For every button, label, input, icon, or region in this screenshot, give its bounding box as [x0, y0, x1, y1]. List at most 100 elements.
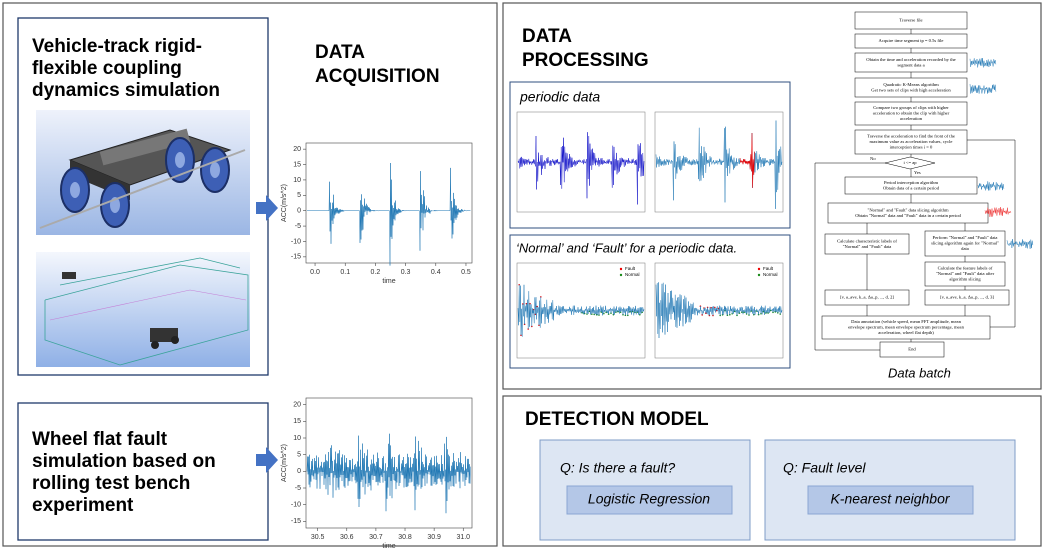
flow-node-text: Calculate the feature labels of	[938, 266, 993, 271]
flow-node-text: Calculate characteristic labels of	[837, 238, 897, 243]
y-tick-label: -10	[291, 238, 301, 245]
y-axis-label: ACC(m/s^2)	[281, 444, 288, 482]
y-tick-label: 15	[293, 418, 301, 425]
flow-node-text: Quadratic K-Means algorithm	[883, 82, 939, 87]
y-tick-label: -15	[291, 254, 301, 261]
processing-title: DATA	[522, 26, 572, 47]
hub	[210, 162, 220, 178]
x-tick-label: 0.5	[461, 269, 471, 276]
experiment-text: Wheel flat fault	[32, 429, 168, 450]
legend-marker	[620, 274, 622, 276]
x-tick-label: 0.1	[340, 269, 350, 276]
x-tick-label: 30.5	[311, 534, 325, 541]
y-tick-label: 10	[293, 177, 301, 184]
experiment-text: experiment	[32, 495, 134, 516]
detection-title: DETECTION MODEL	[525, 409, 709, 430]
figure: Vehicle-track rigid- flexible coupling d…	[0, 0, 1045, 549]
plot-area	[306, 143, 472, 263]
hub	[175, 152, 185, 168]
y-tick-label: 10	[293, 435, 301, 442]
icon-signal	[970, 58, 996, 67]
experiment-text: rolling test bench	[32, 473, 190, 494]
model-method: K-nearest neighbor	[830, 491, 950, 507]
legend-marker	[758, 268, 760, 270]
flow-node-text: interception times i = 0	[890, 145, 933, 150]
legend-marker	[620, 268, 622, 270]
flow-node-text: Obtain data of a certain period	[883, 185, 940, 190]
model-method: Logistic Regression	[588, 491, 710, 507]
y-tick-label: -5	[295, 485, 301, 492]
x-tick-label: 30.9	[427, 534, 441, 541]
x-tick-label: 30.7	[369, 534, 383, 541]
flow-node-text: Traverse file	[899, 18, 922, 23]
y-tick-label: 5	[297, 192, 301, 199]
periodic-label: periodic data	[519, 89, 600, 105]
flow-node-text: algorithm slicing	[949, 277, 981, 282]
flow-node-text: Acquire time segment tp = 0.5s file	[879, 38, 944, 43]
acquisition-title: ACQUISITION	[315, 66, 440, 87]
x-axis-label: time	[382, 543, 395, 549]
y-tick-label: 0	[297, 208, 301, 215]
y-tick-label: -10	[291, 502, 301, 509]
normal-fault-label: ‘Normal’ and ‘Fault’ for a periodic data…	[516, 240, 737, 255]
y-tick-label: -5	[295, 223, 301, 230]
acquisition-title: DATA	[315, 42, 365, 63]
x-tick-label: 0.3	[401, 269, 411, 276]
y-tick-label: 5	[297, 452, 301, 459]
hub	[70, 182, 80, 198]
legend-label: Fault	[625, 266, 636, 271]
flow-node-text: acceleration	[900, 116, 923, 121]
icon-signal	[985, 207, 1011, 217]
flow-node-text: "Normal" and "Fault" data	[843, 244, 892, 249]
icon-signal	[970, 84, 996, 94]
flow-node-text: segment data a	[897, 62, 924, 67]
y-axis-label: ACC(m/s^2)	[281, 184, 288, 222]
bogie	[62, 272, 76, 279]
legend-marker	[758, 274, 760, 276]
flow-no: No	[870, 156, 876, 161]
flow-node-text: "Normal" and "Fault" data slicing algori…	[867, 207, 949, 212]
legend-label: Normal	[763, 272, 778, 277]
flow-node-text: slicing algorithm again for "Normal"	[931, 241, 999, 246]
x-tick-label: 31.0	[456, 534, 470, 541]
arrow	[256, 195, 278, 221]
x-tick-label: 0.4	[431, 269, 441, 276]
y-tick-label: 15	[293, 161, 301, 168]
x-tick-label: 0.0	[310, 269, 320, 276]
model-question: Q: Is there a fault?	[560, 460, 675, 476]
simulation-text: Vehicle-track rigid-	[32, 36, 202, 57]
icon-signal	[978, 181, 1004, 190]
x-tick-label: 30.6	[340, 534, 354, 541]
flow-node-text: acceleration to obtain the clip with hig…	[873, 111, 950, 116]
wheel	[151, 341, 159, 349]
flow-node-text: "Normal" and "Fault" data after	[936, 271, 995, 276]
batch-label: Data batch	[888, 365, 951, 380]
y-tick-label: 20	[293, 402, 301, 409]
arrow	[256, 447, 278, 473]
y-tick-label: 0	[297, 468, 301, 475]
icon-signal	[1007, 239, 1033, 249]
wheel	[171, 336, 179, 344]
simulation-text: dynamics simulation	[32, 80, 220, 101]
legend-label: Normal	[625, 272, 640, 277]
x-tick-label: 0.2	[371, 269, 381, 276]
flow-node-text: Period interception algorithm	[884, 180, 939, 185]
y-tick-label: 20	[293, 146, 301, 153]
flow-node-text: Compare two groups of clips with higher	[873, 105, 949, 110]
y-tick-label: -15	[291, 518, 301, 525]
flow-node-text: data	[961, 246, 969, 251]
flow-node-text: Obtain "Normal" data and "Fault" data in…	[855, 213, 961, 218]
flow-node-text: Perform "Normal" and "Fault" data	[933, 235, 998, 240]
x-axis-label: time	[382, 278, 395, 285]
legend-label: Fault	[763, 266, 774, 271]
x-tick-label: 30.8	[398, 534, 412, 541]
model-question: Q: Fault level	[783, 460, 866, 476]
flow-yes: Yes	[914, 170, 921, 175]
flow-node-text: i <= ap	[903, 160, 917, 165]
processing-title: PROCESSING	[522, 50, 649, 71]
experiment-text: simulation based on	[32, 451, 216, 472]
flow-node-text: Obtain the time and acceleration recorde…	[866, 57, 955, 62]
simulation-text: flexible coupling	[32, 58, 182, 79]
flow-node-text: Traverse the acceleration to find the fr…	[867, 134, 955, 139]
flow-node-text: End	[908, 347, 916, 352]
